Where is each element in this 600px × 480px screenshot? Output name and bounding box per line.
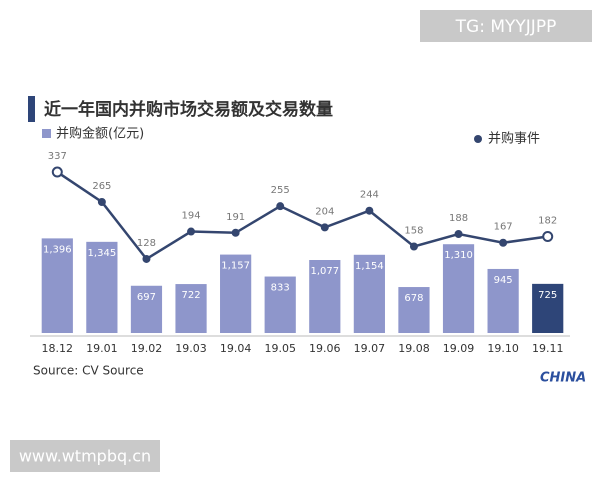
chart-title: 近一年国内并购市场交易额及交易数量 xyxy=(44,99,333,120)
legend-label: 并购事件 xyxy=(488,131,540,147)
bar-value-label: 678 xyxy=(404,293,423,304)
line-marker xyxy=(320,223,329,232)
bar xyxy=(532,283,564,333)
line-value-label: 244 xyxy=(360,190,379,201)
bar-value-label: 697 xyxy=(137,292,156,303)
legend-swatch xyxy=(42,129,51,138)
bar-value-label: 1,345 xyxy=(88,248,117,259)
line xyxy=(56,171,548,261)
x-tick-label: 19.03 xyxy=(175,342,207,355)
line-value-label: 128 xyxy=(137,238,156,249)
bar-value-label: 1,077 xyxy=(310,266,339,277)
bar-value-label: 1,157 xyxy=(221,261,250,272)
line-marker xyxy=(365,206,374,215)
bar-value-label: 1,154 xyxy=(355,261,384,272)
bar-value-label: 725 xyxy=(538,290,557,301)
watermark-box xyxy=(420,10,592,42)
bar-value-label: 1,310 xyxy=(444,250,473,261)
x-tick-label: 19.09 xyxy=(443,342,475,355)
line-value-label: 194 xyxy=(181,211,200,222)
line-marker xyxy=(187,227,196,236)
watermark: www.wtmpbq.cn xyxy=(19,447,151,466)
bar xyxy=(398,287,430,333)
x-tick-label: 19.02 xyxy=(131,342,163,355)
bar xyxy=(220,254,252,333)
bar xyxy=(442,244,475,333)
bar xyxy=(487,268,519,333)
line-value-label: 337 xyxy=(48,151,67,162)
line-marker xyxy=(499,238,508,247)
x-tick-label: 18.12 xyxy=(42,342,74,355)
line-marker xyxy=(409,242,418,251)
x-tick-label: 19.06 xyxy=(309,342,341,355)
line-value-label: 188 xyxy=(449,213,468,224)
x-tick-label: 19.07 xyxy=(354,342,386,355)
line-marker xyxy=(276,202,285,211)
bar xyxy=(264,276,296,333)
x-tick-label: 19.11 xyxy=(532,342,564,355)
line-marker xyxy=(97,197,106,206)
legend-swatch xyxy=(474,135,482,143)
line-marker xyxy=(542,231,554,243)
x-tick-label: 19.10 xyxy=(487,342,519,355)
line-value-label: 204 xyxy=(315,206,334,217)
bar-value-label: 833 xyxy=(271,283,290,294)
line-value-label: 158 xyxy=(404,225,423,236)
line-marker xyxy=(454,230,463,239)
x-tick-label: 19.04 xyxy=(220,342,252,355)
line-value-label: 255 xyxy=(271,185,290,196)
title-marker xyxy=(28,96,35,122)
source: Source: CV Source xyxy=(33,364,144,378)
line-value-label: 167 xyxy=(494,222,513,233)
x-tick-label: 19.05 xyxy=(264,342,296,355)
watermark: TG: MYYJJPP xyxy=(455,17,557,37)
bar xyxy=(41,238,73,333)
bar xyxy=(175,284,207,333)
line-value-label: 191 xyxy=(226,212,245,223)
bar xyxy=(130,285,163,333)
line-marker xyxy=(231,228,240,237)
line-marker xyxy=(51,166,63,178)
bar-value-label: 722 xyxy=(181,290,200,301)
bar-value-label: 1,396 xyxy=(43,244,72,255)
legend-label: 并购金额(亿元) xyxy=(56,126,144,142)
bar xyxy=(309,260,341,333)
x-tick-label: 19.01 xyxy=(86,342,118,355)
line-value-label: 182 xyxy=(538,216,557,227)
bar xyxy=(353,254,385,333)
line-marker xyxy=(142,254,151,263)
watermark-box xyxy=(10,440,160,472)
bar-value-label: 945 xyxy=(494,275,513,286)
logo: CHINA xyxy=(540,371,586,386)
x-tick-label: 19.08 xyxy=(398,342,430,355)
bar xyxy=(86,241,118,333)
line-value-label: 265 xyxy=(92,181,111,192)
